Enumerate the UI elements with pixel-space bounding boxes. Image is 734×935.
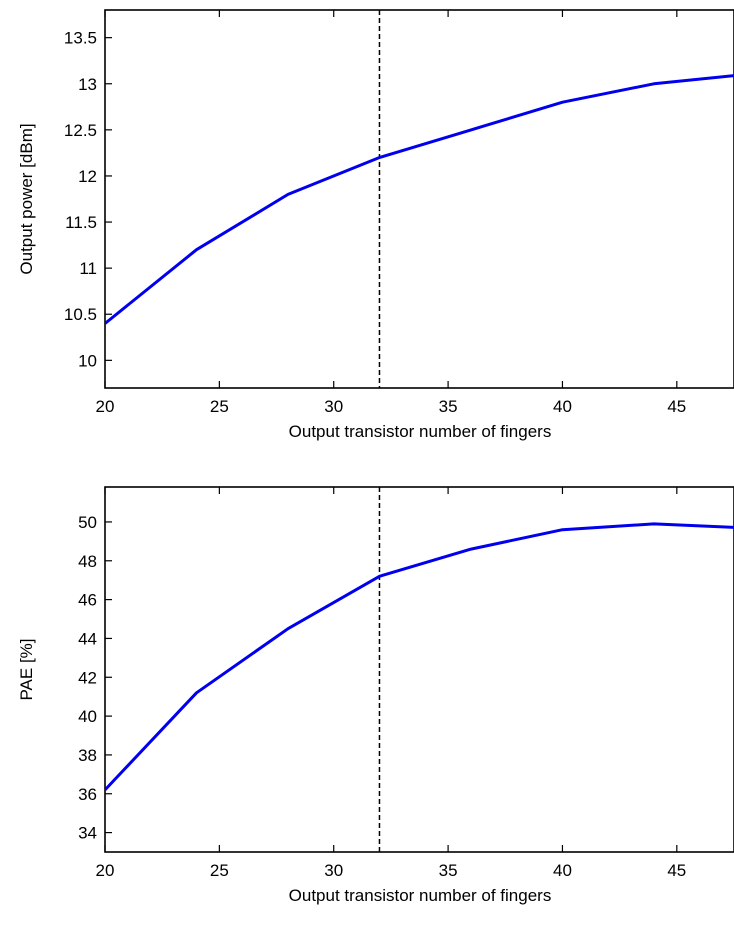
plot-frame (104, 9, 734, 389)
x-tick-label: 20 (96, 861, 115, 880)
y-axis-label: PAE [%] (17, 638, 36, 700)
y-tick-label: 38 (78, 746, 97, 765)
x-tick-label: 30 (324, 397, 343, 416)
x-tick-label: 30 (324, 861, 343, 880)
y-tick-label: 11.5 (65, 213, 97, 232)
series-line (105, 522, 734, 791)
y-axis-label: Output power [dBm] (17, 123, 36, 274)
plot-frame (104, 486, 734, 853)
x-tick-label: 45 (667, 397, 686, 416)
series-line (105, 74, 734, 325)
output-power-plot: 20 25 30 35 40 45 10 10.5 11 11.5 12 12.5 13 13.5 Outp… (17, 9, 734, 441)
y-tick-label: 13.5 (64, 29, 97, 48)
y-tick-label: 10 (78, 351, 97, 370)
y-tick-label: 48 (78, 552, 97, 571)
x-tick-label: 40 (553, 397, 572, 416)
y-tick-label: 34 (78, 824, 97, 843)
y-tick-label: 50 (78, 513, 97, 532)
pae-plot: 20 25 30 35 40 45 34 36 38 40 42 44 46 48 50 Output tra… (17, 486, 734, 905)
x-tick-label: 25 (210, 861, 229, 880)
x-tick-label: 35 (439, 397, 458, 416)
y-tick-label: 11 (79, 259, 97, 278)
x-tick-label: 35 (439, 861, 458, 880)
x-tick-label: 40 (553, 861, 572, 880)
y-tick-label: 46 (78, 591, 97, 610)
y-tick-label: 12 (78, 167, 97, 186)
x-tick-label: 20 (96, 397, 115, 416)
y-tick-label: 44 (78, 629, 97, 648)
x-axis-label: Output transistor number of fingers (289, 886, 552, 905)
y-tick-label: 12.5 (64, 121, 97, 140)
y-tick-label: 40 (78, 707, 97, 726)
y-tick-label: 13 (78, 75, 97, 94)
x-axis-label: Output transistor number of fingers (289, 422, 552, 441)
y-tick-label: 42 (78, 668, 97, 687)
y-tick-label: 10.5 (64, 305, 97, 324)
x-tick-label: 45 (667, 861, 686, 880)
y-tick-label: 36 (78, 785, 97, 804)
x-tick-label: 25 (210, 397, 229, 416)
